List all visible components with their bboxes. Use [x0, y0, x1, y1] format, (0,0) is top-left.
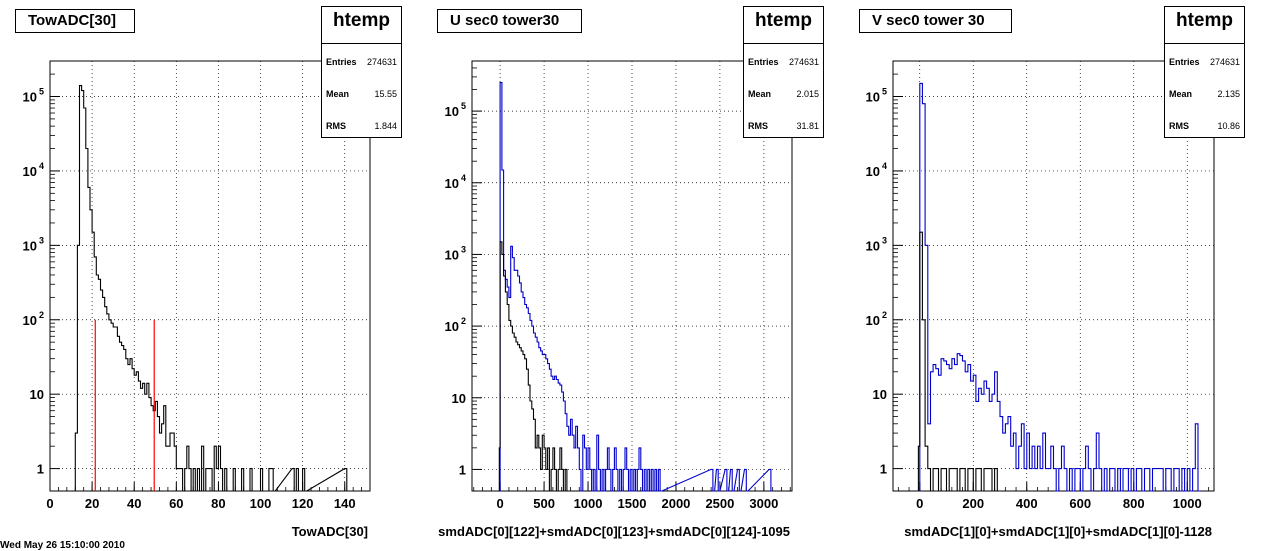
x-axis-label: smdADC[1][0]+smdADC[1][0]+smdADC[1][0]-1… [904, 524, 1212, 539]
stats-entries-label: Entries [1169, 57, 1200, 67]
x-tick-label: 3000 [749, 496, 778, 511]
stats-mean-value: 2.135 [1217, 89, 1240, 99]
histogram-series-1 [498, 82, 773, 492]
stats-mean-label: Mean [748, 89, 772, 99]
y-tick-label: 10 [866, 90, 880, 105]
stats-divider [322, 43, 401, 44]
y-tick-label: 10 [445, 104, 459, 119]
x-axis-label: TowADC[30] [292, 524, 368, 539]
stats-rms-label: RMS [326, 121, 346, 131]
y-tick-exponent: 5 [882, 87, 887, 97]
y-tick-exponent: 3 [882, 235, 887, 245]
y-tick-exponent: 2 [882, 310, 887, 320]
x-tick-label: 60 [169, 496, 183, 511]
y-tick-label: 10 [23, 90, 37, 105]
stats-entries-label: Entries [748, 57, 779, 67]
panel-2-title: U sec0 tower30 [437, 9, 582, 33]
histogram-series-1 [917, 82, 1201, 492]
x-tick-label: 2000 [661, 496, 690, 511]
timestamp-footer: Wed May 26 15:10:00 2010 [0, 541, 125, 551]
y-tick-exponent: 3 [39, 235, 44, 245]
y-tick-label: 10 [23, 164, 37, 179]
stats-entries-value: 274631 [366, 57, 397, 67]
panel-2-stats-box: htemp Entries 274631 Mean 2.015 RMS 31.81 [743, 6, 824, 138]
stats-mean-label: Mean [1169, 89, 1193, 99]
panel-1-stats-box: htemp Entries 274631 Mean 15.55 RMS 1.844 [321, 6, 402, 138]
x-tick-label: 140 [334, 496, 356, 511]
y-tick-exponent: 5 [39, 87, 44, 97]
y-tick-exponent: 3 [461, 244, 466, 254]
y-tick-exponent: 4 [461, 173, 466, 183]
y-tick-label: 10 [866, 313, 880, 328]
x-tick-label: 20 [85, 496, 99, 511]
stats-divider [1165, 43, 1244, 44]
stats-mean-label: Mean [326, 89, 350, 99]
histogram-series-1 [71, 85, 349, 492]
histogram-series-2 [498, 241, 569, 492]
stats-mean-value: 15.55 [374, 89, 397, 99]
x-tick-label: 1000 [574, 496, 603, 511]
stats-mean-value: 2.015 [796, 89, 819, 99]
y-tick-label: 10 [866, 238, 880, 253]
histogram-series-2 [917, 231, 1000, 492]
y-tick-exponent: 5 [461, 101, 466, 111]
plot-frame [471, 60, 793, 492]
y-tick-label: 10 [866, 164, 880, 179]
y-tick-label: 10 [873, 387, 887, 402]
x-tick-label: 40 [127, 496, 141, 511]
stats-rms-value: 1.844 [374, 121, 397, 131]
x-tick-label: 1000 [1173, 496, 1202, 511]
y-tick-exponent: 2 [39, 310, 44, 320]
y-tick-label: 10 [445, 247, 459, 262]
stats-entries-label: Entries [326, 57, 357, 67]
stats-rms-label: RMS [1169, 121, 1189, 131]
y-tick-label: 10 [445, 319, 459, 334]
x-tick-label: 80 [211, 496, 225, 511]
plot-frame [49, 60, 371, 492]
panel-3-title: V sec0 tower 30 [859, 9, 1012, 33]
x-tick-label: 600 [1069, 496, 1091, 511]
stats-entries-value: 274631 [788, 57, 819, 67]
y-tick-label: 10 [23, 313, 37, 328]
y-tick-label: 10 [445, 176, 459, 191]
x-tick-label: 0 [497, 496, 504, 511]
stats-rms-value: 10.86 [1217, 121, 1240, 131]
stats-entries-value: 274631 [1209, 57, 1240, 67]
y-tick-label: 1 [459, 462, 466, 477]
y-tick-exponent: 2 [461, 316, 466, 326]
y-tick-label: 10 [30, 387, 44, 402]
stats-name: htemp [333, 10, 390, 31]
stats-rms-label: RMS [748, 121, 768, 131]
x-tick-label: 0 [916, 496, 923, 511]
y-tick-label: 10 [23, 238, 37, 253]
y-tick-label: 10 [452, 391, 466, 406]
x-tick-label: 2500 [705, 496, 734, 511]
x-tick-label: 1500 [618, 496, 647, 511]
x-tick-label: 100 [250, 496, 272, 511]
panel-1-title: TowADC[30] [15, 9, 135, 33]
y-tick-label: 1 [37, 462, 44, 477]
x-tick-label: 400 [1016, 496, 1038, 511]
stats-name: htemp [755, 10, 812, 31]
stats-name: htemp [1176, 10, 1233, 31]
x-axis-label: smdADC[0][122]+smdADC[0][123]+smdADC[0][… [438, 524, 790, 539]
x-tick-label: 200 [962, 496, 984, 511]
x-tick-label: 120 [292, 496, 314, 511]
stats-divider [744, 43, 823, 44]
x-tick-label: 500 [533, 496, 555, 511]
y-tick-label: 1 [880, 462, 887, 477]
y-tick-exponent: 4 [882, 161, 887, 171]
stats-rms-value: 31.81 [796, 121, 819, 131]
x-tick-label: 0 [46, 496, 53, 511]
panel-3-stats-box: htemp Entries 274631 Mean 2.135 RMS 10.86 [1164, 6, 1245, 138]
x-tick-label: 800 [1123, 496, 1145, 511]
y-tick-exponent: 4 [39, 161, 44, 171]
plot-frame [892, 60, 1215, 492]
